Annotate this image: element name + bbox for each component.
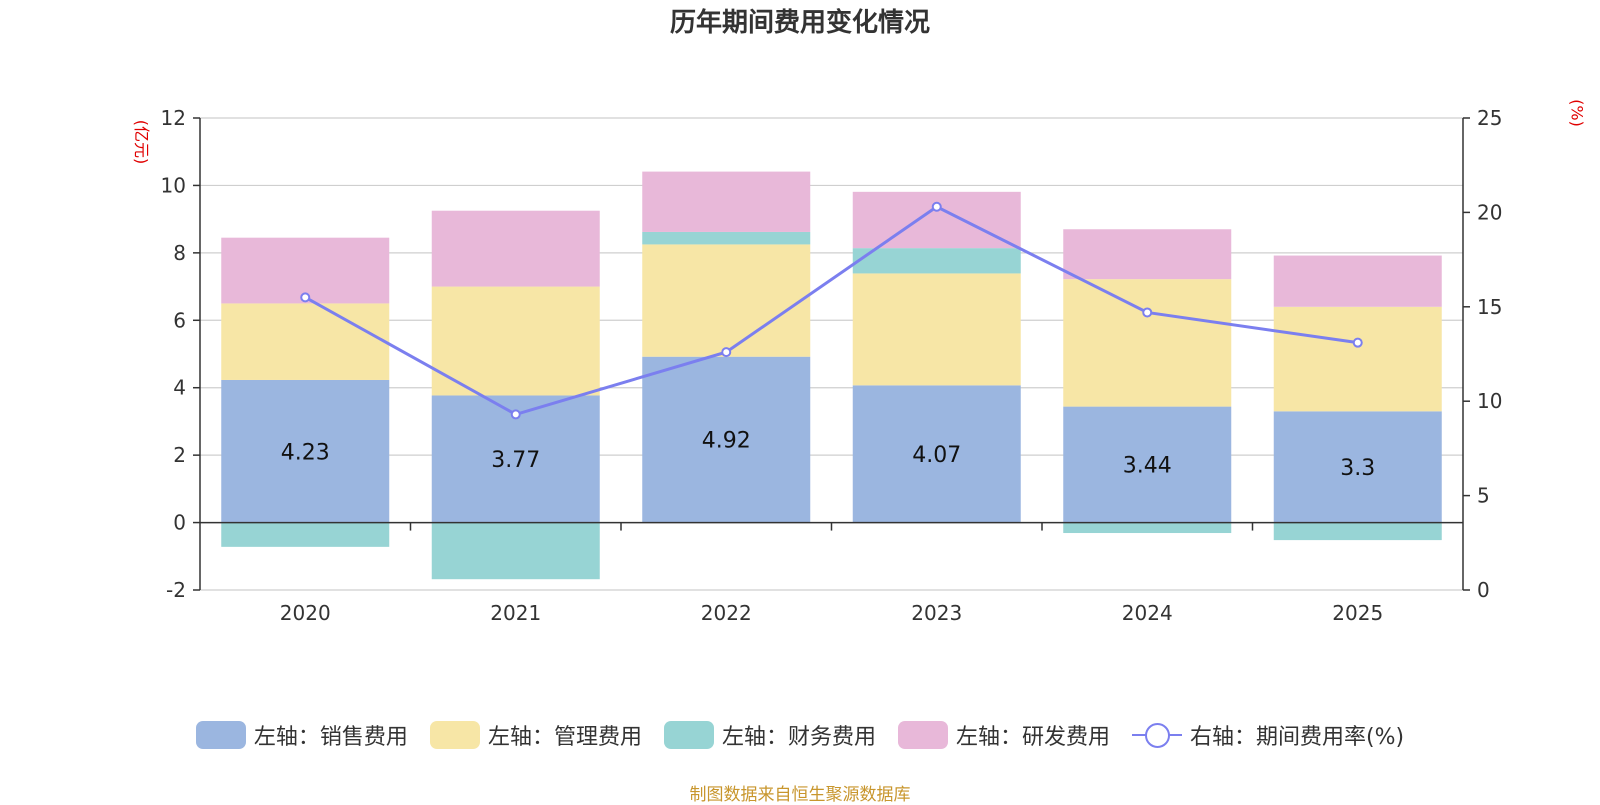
legend-item-finance[interactable]: 左轴：财务费用 xyxy=(663,719,876,751)
expense-rate-point xyxy=(510,409,521,420)
right-tick-label: 5 xyxy=(1477,484,1490,508)
legend-swatch-finance xyxy=(663,721,714,749)
bar-segment-2020-s2 xyxy=(221,522,390,547)
bar-segment-2024-s0 xyxy=(1063,406,1232,523)
expense-rate-point xyxy=(1142,307,1153,318)
x-tick-label: 2023 xyxy=(911,601,962,625)
legend-swatch-rate-dot xyxy=(1144,723,1170,748)
expense-rate-point xyxy=(300,292,311,303)
left-tick-label: 12 xyxy=(161,106,186,130)
left-tick-label: 10 xyxy=(161,173,186,197)
legend: 左轴：销售费用 左轴：管理费用 左轴：财务费用 左轴：研发费用 右轴：期间费用率… xyxy=(0,719,1600,751)
x-tick-label: 2020 xyxy=(280,601,331,625)
bar-segment-2021-s3 xyxy=(431,210,600,287)
left-tick-label: 6 xyxy=(173,308,186,332)
bar-value-label: 4.07 xyxy=(912,443,961,468)
bar-segment-2021-s1 xyxy=(431,286,600,396)
right-tick-label: 25 xyxy=(1477,106,1502,130)
bar-segment-2022-s2 xyxy=(642,231,811,245)
x-tick-label: 2021 xyxy=(490,601,541,625)
bar-value-label: 4.92 xyxy=(702,429,751,454)
legend-swatch-admin xyxy=(429,721,480,749)
legend-swatch-rate xyxy=(1131,721,1182,749)
bar-segment-2025-s3 xyxy=(1273,255,1442,307)
x-tick-label: 2025 xyxy=(1332,601,1383,625)
bar-segment-2024-s1 xyxy=(1063,279,1232,407)
legend-label-finance: 左轴：财务费用 xyxy=(721,725,876,750)
legend-label-sales: 左轴：销售费用 xyxy=(253,725,408,750)
legend-item-rnd[interactable]: 左轴：研发费用 xyxy=(897,719,1110,751)
bar-segment-2025-s2 xyxy=(1273,522,1442,541)
right-tick-label: 0 xyxy=(1477,578,1490,602)
expense-rate-point xyxy=(1352,337,1363,348)
chart-title: 历年期间费用变化情况 xyxy=(669,8,930,38)
bar-value-label: 3.77 xyxy=(491,448,540,473)
left-tick-label: 0 xyxy=(173,511,186,535)
legend-swatch-sales xyxy=(195,721,246,749)
left-tick-label: 8 xyxy=(173,241,186,265)
legend-item-sales[interactable]: 左轴：销售费用 xyxy=(195,719,408,751)
expense-rate-point xyxy=(721,347,732,358)
legend-label-admin: 左轴：管理费用 xyxy=(487,725,642,750)
bar-segment-2021-s2 xyxy=(431,522,600,580)
legend-item-admin[interactable]: 左轴：管理费用 xyxy=(429,719,642,751)
bar-value-label: 4.23 xyxy=(281,440,330,465)
left-tick-label: 4 xyxy=(173,376,186,400)
x-tick-label: 2022 xyxy=(701,601,752,625)
legend-swatch-rnd xyxy=(897,721,948,749)
legend-item-rate[interactable]: 右轴：期间费用率(%) xyxy=(1131,719,1405,751)
bar-segment-2022-s0 xyxy=(642,356,811,523)
expense-rate-line xyxy=(304,204,1358,417)
right-tick-label: 20 xyxy=(1477,200,1502,224)
bar-segment-2024-s2 xyxy=(1063,522,1232,534)
bar-segment-2020-s0 xyxy=(221,379,390,523)
bar-segment-2023-s1 xyxy=(852,273,1021,386)
expense-rate-point xyxy=(931,201,942,212)
bar-segment-2025-s1 xyxy=(1273,306,1442,412)
legend-label-rate: 右轴：期间费用率(%) xyxy=(1189,725,1405,750)
left-tick-label: 2 xyxy=(173,443,186,467)
bar-value-label: 3.3 xyxy=(1340,456,1375,481)
bar-segment-2023-s2 xyxy=(852,248,1021,274)
right-tick-label: 15 xyxy=(1477,295,1502,319)
legend-label-rnd: 左轴：研发费用 xyxy=(955,725,1110,750)
bar-segment-2022-s1 xyxy=(642,244,811,357)
bar-segment-2020-s1 xyxy=(221,303,390,380)
data-source-note: 制图数据来自恒生聚源数据库 xyxy=(689,785,911,805)
bar-value-label: 3.44 xyxy=(1123,454,1172,479)
bar-segment-2024-s3 xyxy=(1063,229,1232,280)
right-tick-label: 10 xyxy=(1477,389,1502,413)
bar-segment-2023-s3 xyxy=(852,191,1021,249)
x-tick-label: 2024 xyxy=(1122,601,1173,625)
bar-segment-2022-s3 xyxy=(642,171,811,232)
bar-segment-2023-s0 xyxy=(852,385,1021,523)
bar-segment-2025-s0 xyxy=(1273,411,1442,523)
left-tick-label: -2 xyxy=(166,578,186,602)
